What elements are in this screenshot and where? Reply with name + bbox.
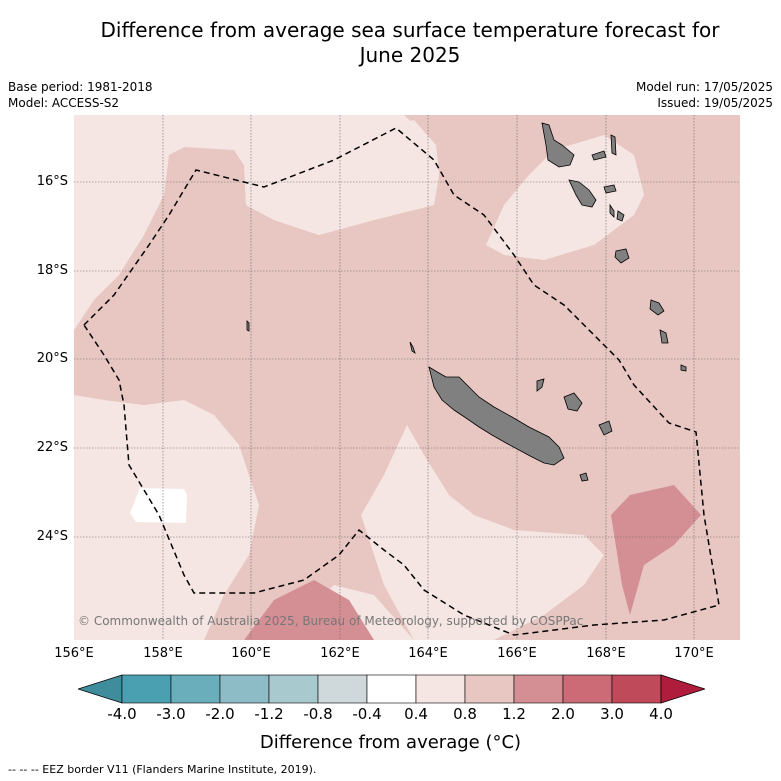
land-ouvea xyxy=(536,378,545,392)
lon-label-156e: 156°E xyxy=(54,646,94,661)
colorbar-label: Difference from average (°C) xyxy=(259,732,522,753)
lat-label-24s: 24°S xyxy=(36,529,68,544)
colorbar-segment xyxy=(562,674,613,704)
colorbar-tick-label: 2.0 xyxy=(551,705,575,723)
anomaly-region-1.2-2.0-south xyxy=(244,580,374,640)
colorbar-segment xyxy=(464,674,515,704)
lon-label-162e: 162°E xyxy=(320,646,360,661)
land-aneityum xyxy=(680,364,687,372)
land-tanna xyxy=(659,329,669,344)
land-lifou xyxy=(563,392,583,412)
colorbar-segment xyxy=(317,674,368,704)
anomaly-region-0.4-0.8-northeast xyxy=(486,135,644,260)
colorbar-segment xyxy=(611,674,662,704)
base-period: Base period: 1981-2018 xyxy=(8,80,153,94)
colorbar-segment xyxy=(513,674,564,704)
issued-date: Issued: 19/05/2025 xyxy=(657,96,773,110)
colorbar-tick-label: -3.0 xyxy=(156,705,186,723)
colorbar-tick-label: 1.2 xyxy=(502,705,526,723)
land-erromango xyxy=(649,299,665,316)
land-small-islands-3 xyxy=(246,320,250,332)
land-new-caledonia xyxy=(428,366,565,466)
title-line-2: June 2025 xyxy=(359,43,461,67)
colorbar-tick-label: -0.4 xyxy=(352,705,382,723)
land-ambrym xyxy=(603,184,617,194)
colorbar-segment xyxy=(121,674,172,704)
colorbar-over-extend xyxy=(660,674,705,704)
land-ambae xyxy=(591,150,607,161)
sst-anomaly-map xyxy=(74,115,740,640)
lon-label-168e: 168°E xyxy=(586,646,626,661)
lon-label-158e: 158°E xyxy=(143,646,183,661)
anomaly-region-0.4-0.8-south xyxy=(361,425,604,640)
map-title: Difference from average sea surface temp… xyxy=(60,18,760,68)
lat-label-22s: 22°S xyxy=(36,440,68,455)
land-malekula xyxy=(568,179,597,208)
colorbar-segment xyxy=(268,674,319,704)
anomaly-region-neutral xyxy=(130,488,187,523)
land-small-islands-2 xyxy=(616,210,625,222)
colorbar xyxy=(78,674,705,704)
land-belep xyxy=(409,341,416,354)
land-pentecost xyxy=(610,134,617,156)
meta-right: Model run: 17/05/2025 Issued: 19/05/2025 xyxy=(636,79,773,111)
lon-label-160e: 160°E xyxy=(231,646,271,661)
colorbar-segment xyxy=(415,674,466,704)
graticule xyxy=(74,115,740,640)
copyright-notice: © Commonwealth of Australia 2025, Bureau… xyxy=(78,614,584,628)
eez-legend-footer: -- -- -- EEZ border V11 (Flanders Marine… xyxy=(8,763,317,776)
colorbar-tick-label: 3.0 xyxy=(600,705,624,723)
colorbar-tick-label: -1.2 xyxy=(254,705,284,723)
model-run: Model run: 17/05/2025 xyxy=(635,80,773,94)
colorbar-tick-label: 0.4 xyxy=(404,705,428,723)
colorbar-tick-label: -2.0 xyxy=(205,705,235,723)
colorbar-segment xyxy=(366,674,417,704)
colorbar-segment xyxy=(219,674,270,704)
lon-label-166e: 166°E xyxy=(497,646,537,661)
land-mare xyxy=(598,420,613,436)
lon-label-170e: 170°E xyxy=(674,646,714,661)
lon-label-164e: 164°E xyxy=(408,646,448,661)
title-line-1: Difference from average sea surface temp… xyxy=(100,18,720,42)
colorbar-tick-label: 0.8 xyxy=(453,705,477,723)
lat-label-20s: 20°S xyxy=(36,351,68,366)
anomaly-region-0.4-0.8-north xyxy=(234,120,439,235)
meta-left: Base period: 1981-2018 Model: ACCESS-S2 xyxy=(8,79,153,111)
colorbar-under-extend xyxy=(78,674,123,704)
anomaly-region-1.2-2.0-east xyxy=(611,485,701,615)
colorbar-tick-label: 4.0 xyxy=(649,705,673,723)
land-espiritu-santo xyxy=(541,122,575,168)
land-isle-of-pines xyxy=(579,472,589,482)
model-name: Model: ACCESS-S2 xyxy=(8,96,120,110)
land-efate xyxy=(614,248,630,264)
eez-border xyxy=(83,127,720,636)
colorbar-tick-label: -0.8 xyxy=(303,705,333,723)
lat-label-16s: 16°S xyxy=(36,174,68,189)
lat-label-18s: 18°S xyxy=(36,263,68,278)
colorbar-segment xyxy=(170,674,221,704)
land-small-islands-1 xyxy=(609,203,615,218)
colorbar-tick-label: -4.0 xyxy=(107,705,137,723)
